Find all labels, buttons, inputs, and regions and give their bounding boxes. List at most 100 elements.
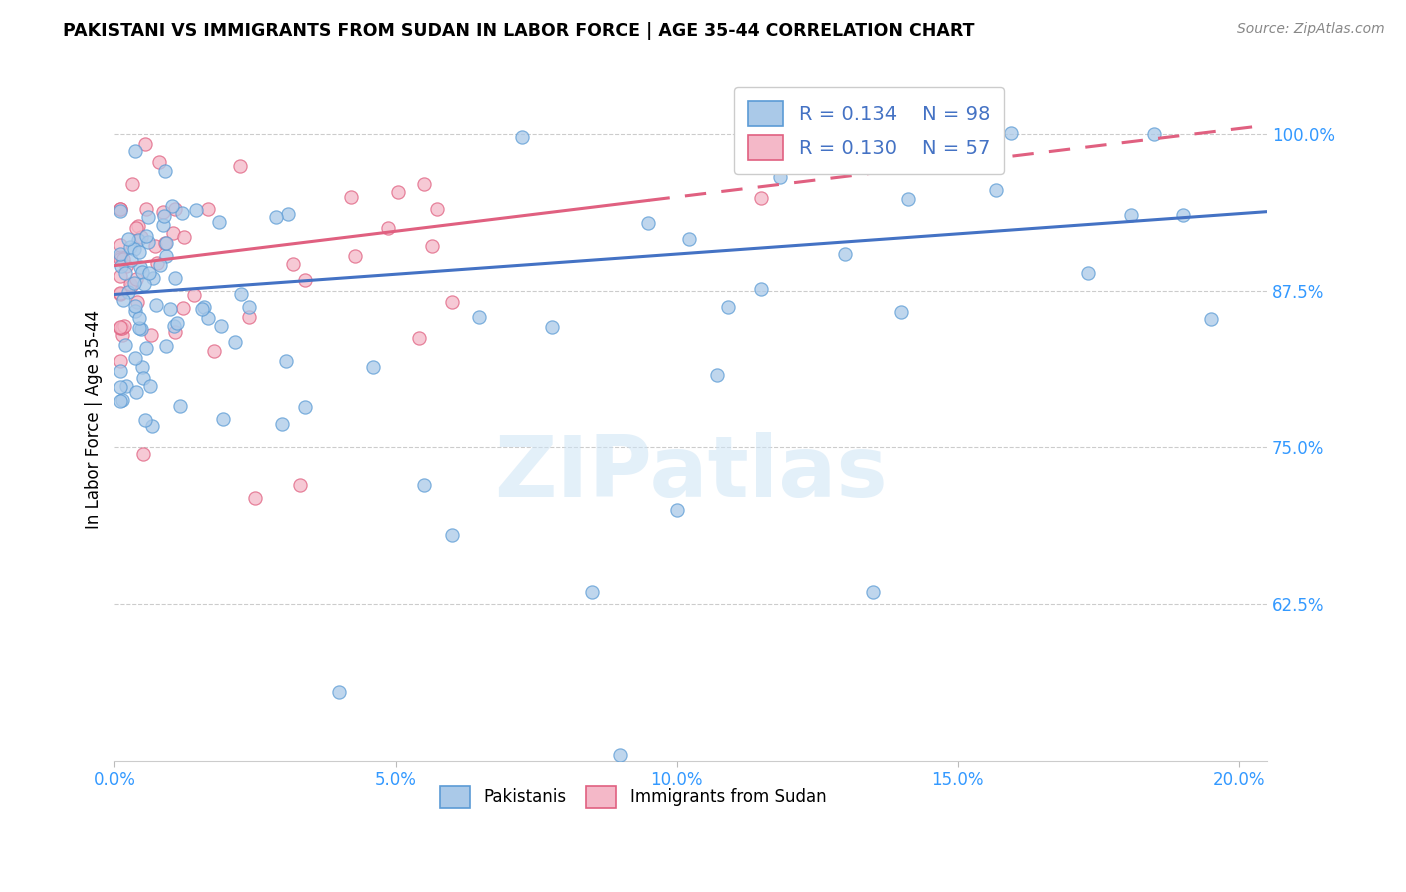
Point xyxy=(120,253,142,268)
Point xyxy=(122,242,145,256)
Point xyxy=(114,266,136,280)
Point xyxy=(110,259,132,273)
Point xyxy=(111,252,134,266)
Point xyxy=(112,318,135,333)
Point xyxy=(294,273,316,287)
Point xyxy=(139,379,162,393)
Point xyxy=(138,266,160,280)
Point xyxy=(108,321,131,335)
Point xyxy=(108,247,131,261)
Point xyxy=(152,218,174,232)
Point xyxy=(897,192,920,206)
Point xyxy=(637,216,659,230)
Point xyxy=(1199,312,1222,326)
Point xyxy=(108,252,131,266)
Point xyxy=(229,160,252,174)
Point xyxy=(108,202,131,216)
Point xyxy=(155,235,177,250)
Text: ZIPatlas: ZIPatlas xyxy=(494,433,887,516)
Point xyxy=(114,338,136,352)
Point xyxy=(749,191,772,205)
Point xyxy=(108,320,131,334)
Point xyxy=(124,300,146,314)
Point xyxy=(328,685,350,699)
Point xyxy=(129,260,152,274)
Point xyxy=(136,235,159,249)
Point xyxy=(270,417,292,431)
Point xyxy=(209,319,232,334)
Point xyxy=(115,379,138,393)
Point xyxy=(609,747,631,762)
Point xyxy=(111,327,134,342)
Point xyxy=(108,268,131,283)
Point xyxy=(132,371,155,385)
Point xyxy=(340,190,363,204)
Point xyxy=(146,256,169,270)
Point xyxy=(128,244,150,259)
Point xyxy=(108,380,131,394)
Point xyxy=(131,359,153,374)
Point xyxy=(862,584,884,599)
Point xyxy=(118,240,141,254)
Point xyxy=(155,250,177,264)
Point xyxy=(108,394,131,409)
Point xyxy=(108,353,131,368)
Point xyxy=(1076,266,1098,280)
Point xyxy=(122,276,145,290)
Point xyxy=(1143,127,1166,141)
Point xyxy=(243,491,266,505)
Point xyxy=(128,321,150,335)
Point xyxy=(134,136,156,151)
Point xyxy=(160,199,183,213)
Point xyxy=(143,239,166,253)
Point xyxy=(1121,208,1143,222)
Legend: Pakistanis, Immigrants from Sudan: Pakistanis, Immigrants from Sudan xyxy=(433,780,832,814)
Point xyxy=(155,339,177,353)
Point xyxy=(581,584,603,599)
Point xyxy=(890,305,912,319)
Point xyxy=(377,221,399,235)
Point xyxy=(108,250,131,264)
Point xyxy=(124,144,146,158)
Point xyxy=(124,303,146,318)
Point xyxy=(132,277,155,292)
Point xyxy=(678,232,700,246)
Point xyxy=(984,183,1007,197)
Point xyxy=(108,203,131,218)
Point xyxy=(165,270,187,285)
Point xyxy=(128,310,150,325)
Point xyxy=(361,360,384,375)
Point xyxy=(468,310,491,325)
Point xyxy=(186,202,208,217)
Point xyxy=(169,399,191,413)
Point xyxy=(166,316,188,330)
Point xyxy=(1171,208,1194,222)
Point xyxy=(420,238,443,252)
Point xyxy=(108,287,131,301)
Point xyxy=(111,392,134,407)
Point xyxy=(408,331,430,345)
Point xyxy=(163,202,186,216)
Point xyxy=(108,364,131,378)
Point xyxy=(412,478,434,492)
Point xyxy=(125,385,148,400)
Point xyxy=(136,210,159,224)
Point xyxy=(120,279,142,293)
Point xyxy=(281,257,304,271)
Point xyxy=(131,447,153,461)
Point xyxy=(131,322,153,336)
Point xyxy=(834,247,856,261)
Point xyxy=(440,294,463,309)
Point xyxy=(540,320,562,334)
Point xyxy=(117,285,139,300)
Point xyxy=(142,271,165,285)
Point xyxy=(125,272,148,286)
Text: Source: ZipAtlas.com: Source: ZipAtlas.com xyxy=(1237,22,1385,37)
Point xyxy=(769,169,792,184)
Point xyxy=(717,300,740,314)
Point xyxy=(125,294,148,309)
Text: PAKISTANI VS IMMIGRANTS FROM SUDAN IN LABOR FORCE | AGE 35-44 CORRELATION CHART: PAKISTANI VS IMMIGRANTS FROM SUDAN IN LA… xyxy=(63,22,974,40)
Point xyxy=(129,230,152,244)
Point xyxy=(115,259,138,273)
Point xyxy=(141,327,163,342)
